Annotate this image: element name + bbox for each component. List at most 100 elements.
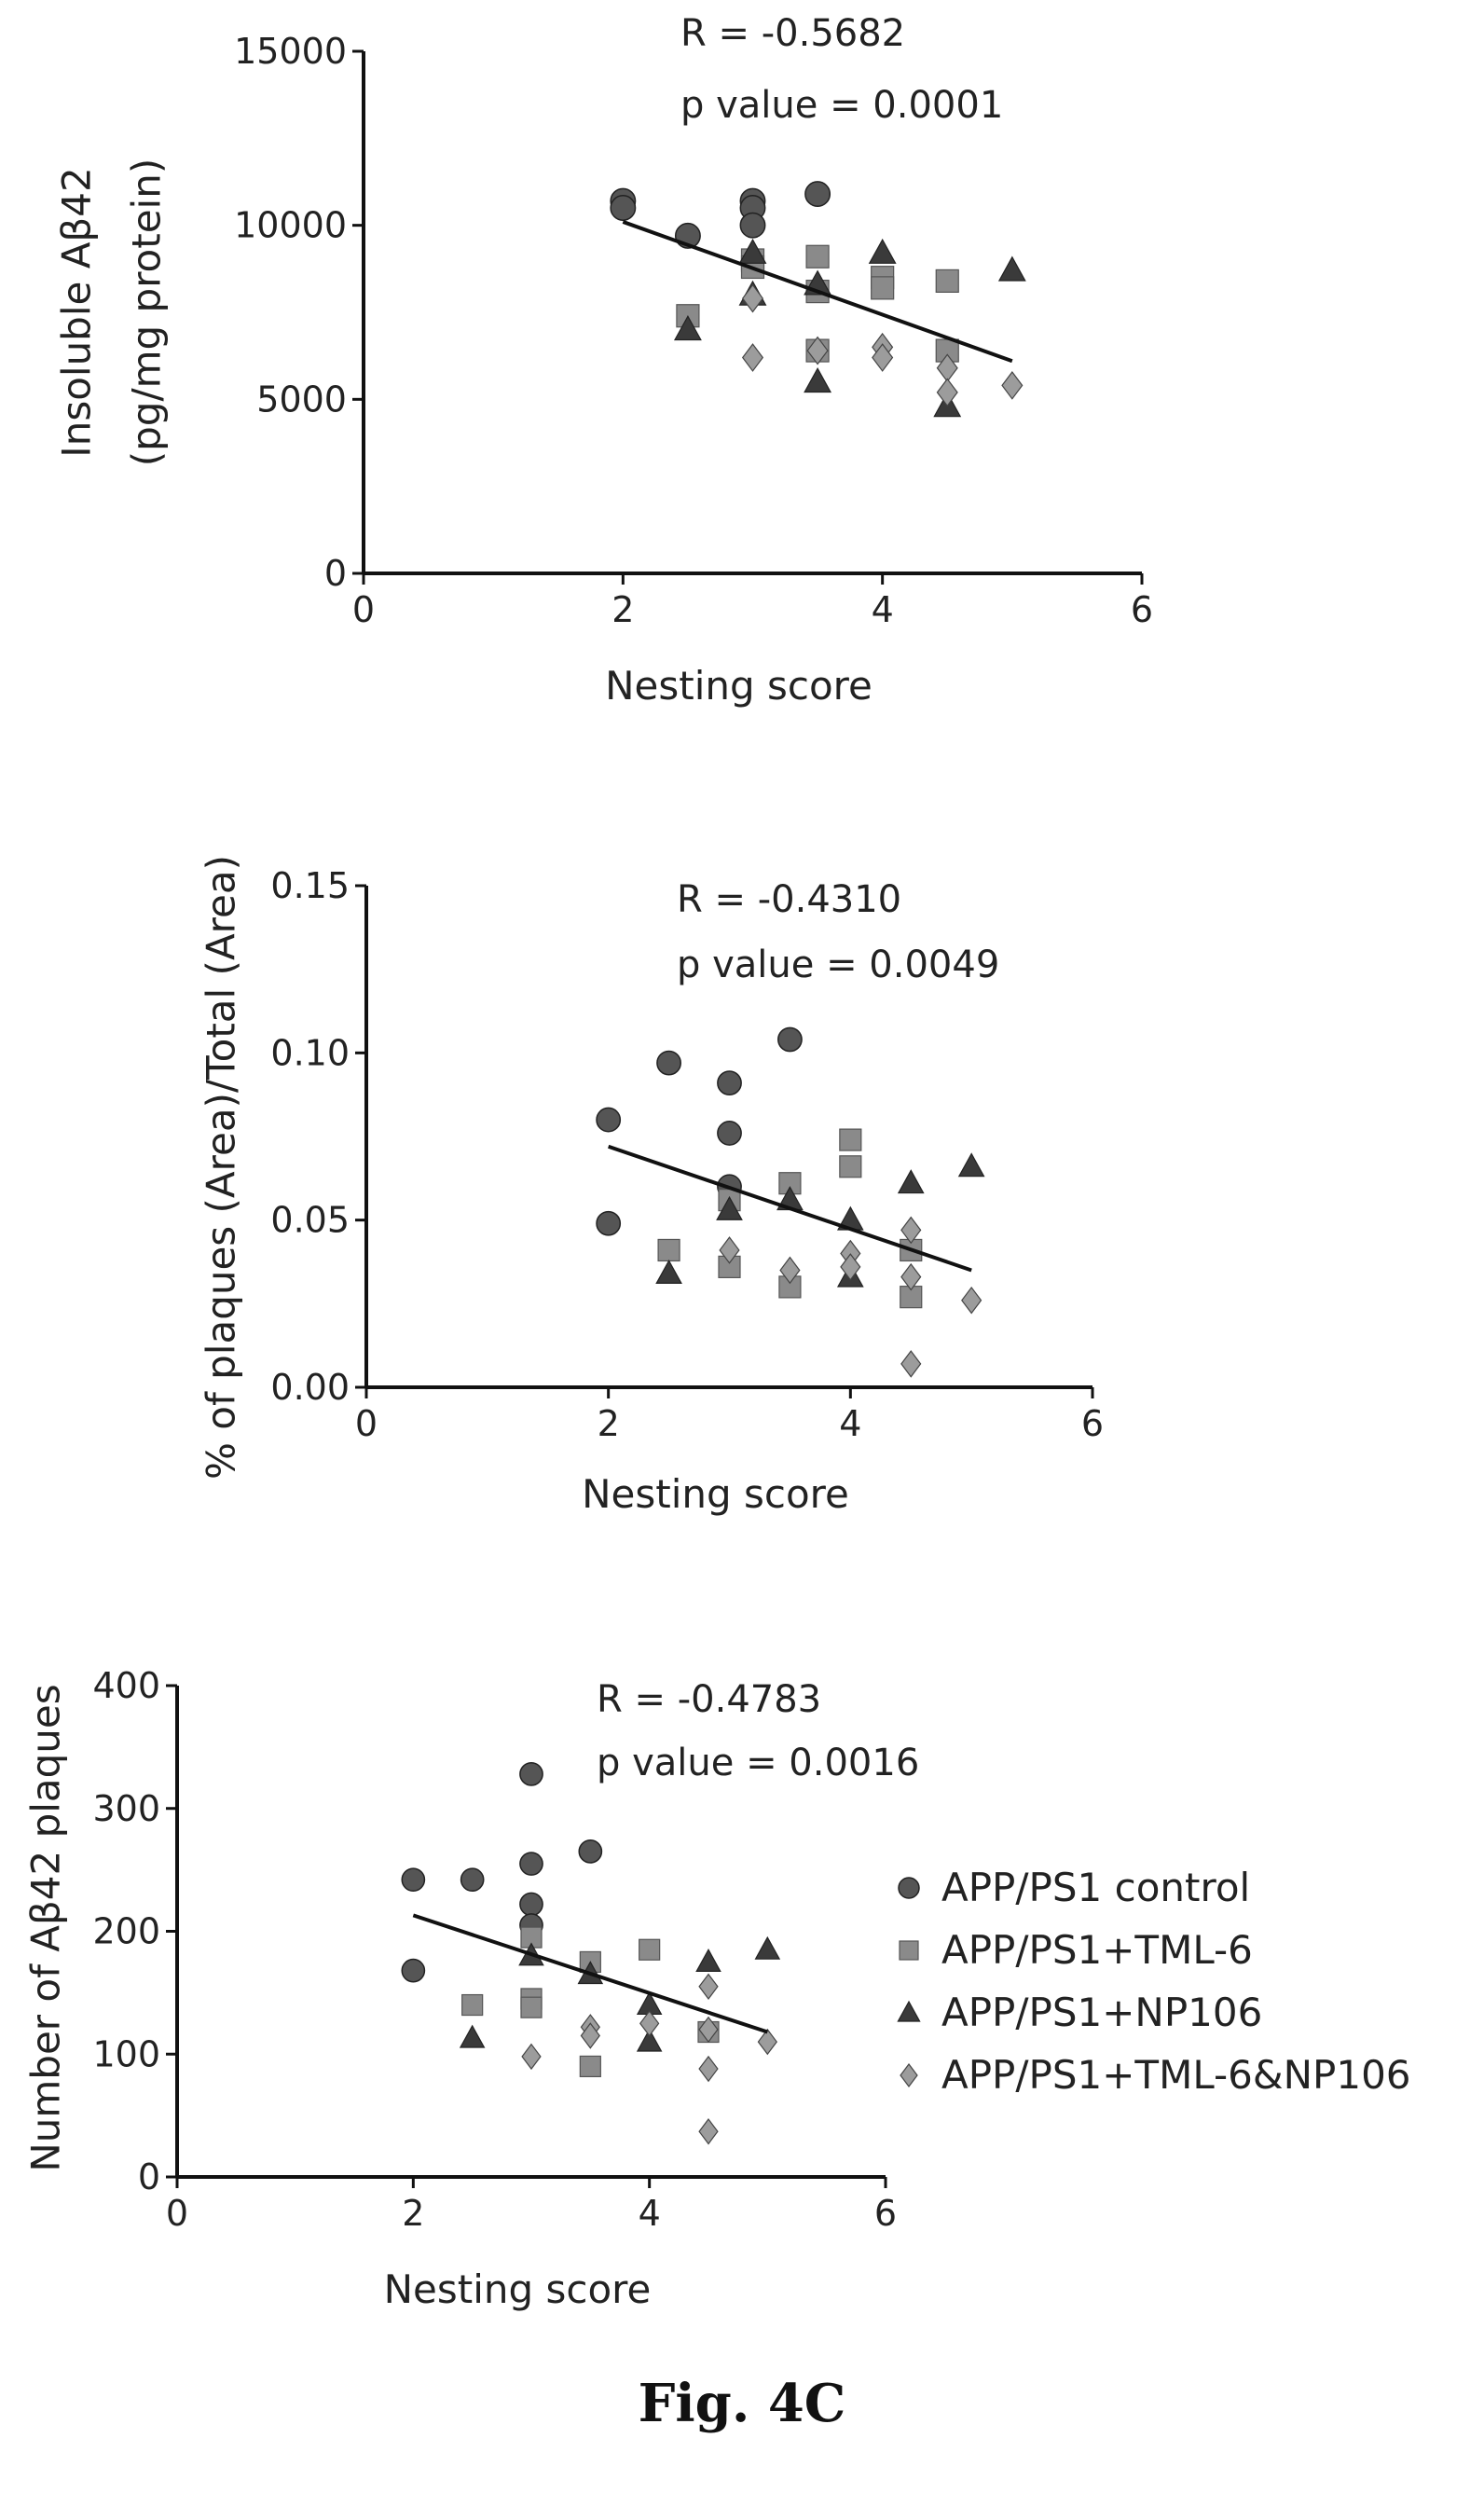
data-point-diamond bbox=[900, 1216, 922, 1245]
p-value-label: p value = 0.0016 bbox=[597, 1742, 919, 1784]
x-tick-label: 2 bbox=[402, 2193, 424, 2234]
data-point-triangle bbox=[754, 1935, 781, 1960]
x-tick-label: 6 bbox=[1081, 1403, 1104, 1444]
y-tick-label: 400 bbox=[92, 1665, 160, 1706]
data-point-diamond bbox=[872, 343, 894, 372]
y-tick-label: 200 bbox=[92, 1911, 160, 1952]
data-point-circle bbox=[460, 1867, 485, 1893]
data-point-square bbox=[657, 1238, 680, 1262]
x-tick-label: 0 bbox=[355, 1403, 378, 1444]
data-point-circle bbox=[717, 1121, 742, 1146]
data-point-square bbox=[871, 276, 895, 300]
data-point-diamond bbox=[698, 2118, 719, 2145]
y-tick-label: 100 bbox=[92, 2033, 160, 2074]
data-point-diamond bbox=[779, 1256, 801, 1285]
data-point-diamond bbox=[900, 1262, 922, 1291]
data-point-diamond bbox=[698, 2055, 719, 2083]
y-tick-label: 0 bbox=[324, 553, 347, 594]
data-point-square bbox=[461, 1993, 484, 2017]
data-point-circle bbox=[656, 1050, 681, 1076]
data-point-circle bbox=[401, 1867, 426, 1893]
data-point-square bbox=[839, 1128, 862, 1151]
data-point-diamond bbox=[719, 1236, 740, 1264]
data-point-square bbox=[639, 1938, 661, 1961]
data-point-diamond bbox=[806, 336, 829, 365]
data-point-square bbox=[520, 1996, 543, 2018]
data-point-diamond bbox=[698, 2016, 719, 2044]
x-axis-title: Nesting score bbox=[605, 663, 873, 709]
regression-line bbox=[622, 220, 1013, 364]
data-point-diamond bbox=[757, 2028, 777, 2056]
y-tick-label: 0.05 bbox=[270, 1200, 350, 1241]
y-axis-title: Number of Aβ42 plaques bbox=[23, 1684, 69, 2171]
regression-line bbox=[412, 1913, 768, 2034]
x-tick-label: 4 bbox=[639, 2193, 661, 2234]
legend-label: APP/PS1+TML-6&NP106 bbox=[941, 2052, 1411, 2098]
data-point-triangle bbox=[738, 238, 767, 264]
data-point-triangle bbox=[997, 255, 1026, 282]
regression-line bbox=[608, 1144, 972, 1273]
y-tick-label: 300 bbox=[92, 1788, 160, 1829]
legend-marker-circle bbox=[898, 1877, 920, 1899]
legend-label: APP/PS1+NP106 bbox=[941, 1990, 1262, 2035]
data-point-circle bbox=[739, 212, 766, 239]
data-point-square bbox=[579, 2055, 601, 2078]
data-point-circle bbox=[519, 1892, 543, 1917]
data-point-triangle bbox=[695, 1948, 721, 1972]
data-point-circle bbox=[717, 1070, 742, 1096]
data-point-triangle bbox=[673, 315, 702, 341]
data-point-circle bbox=[596, 1210, 622, 1236]
data-point-circle bbox=[610, 195, 637, 221]
data-point-triangle bbox=[716, 1195, 743, 1220]
scatter-panel-1: 0 5000 10000 15000 0 2 4 6 Nesting score Insolubl… bbox=[54, 12, 1154, 709]
data-point-circle bbox=[578, 1839, 603, 1864]
data-point-triangle bbox=[655, 1260, 682, 1285]
data-point-square bbox=[805, 244, 830, 269]
data-point-diamond bbox=[698, 1973, 719, 2000]
data-point-circle bbox=[804, 181, 831, 208]
y-tick-label: 0.10 bbox=[270, 1032, 350, 1073]
p-value-label: p value = 0.0049 bbox=[677, 943, 999, 986]
data-point-circle bbox=[401, 1958, 426, 1983]
data-point-diamond bbox=[1001, 370, 1024, 400]
x-tick-label: 6 bbox=[874, 2193, 897, 2234]
data-point-diamond bbox=[900, 1350, 922, 1378]
x-tick-label: 4 bbox=[839, 1403, 861, 1444]
correlation-r-label: R = -0.5682 bbox=[680, 12, 905, 55]
legend-marker-square bbox=[899, 1940, 919, 1961]
x-tick-label: 4 bbox=[872, 589, 894, 630]
scatter-panel-2: 0.00 0.05 0.10 0.15 0 2 4 6 Nesting score % of pl… bbox=[199, 855, 1105, 1517]
data-point-triangle bbox=[804, 367, 832, 393]
figure-caption: Fig. 4C bbox=[638, 2373, 846, 2434]
p-value-label: p value = 0.0001 bbox=[680, 84, 1003, 127]
x-tick-label: 6 bbox=[1131, 589, 1153, 630]
y-axis-title: Insoluble Aβ42 bbox=[54, 167, 100, 457]
x-axis-title: Nesting score bbox=[384, 2266, 652, 2312]
y-tick-label: 0 bbox=[138, 2156, 160, 2197]
data-point-circle bbox=[519, 1762, 543, 1786]
x-tick-label: 2 bbox=[598, 1403, 620, 1444]
data-point-triangle bbox=[957, 1152, 985, 1178]
x-tick-label: 2 bbox=[611, 589, 634, 630]
data-point-triangle bbox=[868, 238, 897, 264]
legend-marker-triangle bbox=[897, 2000, 921, 2022]
correlation-r-label: R = -0.4783 bbox=[597, 1678, 821, 1721]
y-tick-label: 5000 bbox=[256, 379, 347, 420]
data-point-diamond bbox=[840, 1253, 861, 1281]
data-point-square bbox=[839, 1155, 862, 1178]
legend-label: APP/PS1+TML-6 bbox=[941, 1927, 1253, 1973]
data-point-diamond bbox=[741, 343, 764, 372]
data-point-square bbox=[935, 269, 959, 293]
y-tick-label: 0.00 bbox=[270, 1367, 350, 1408]
data-point-triangle bbox=[897, 1169, 925, 1194]
data-point-triangle bbox=[459, 2024, 486, 2048]
data-point-circle bbox=[777, 1026, 803, 1053]
x-axis-title: Nesting score bbox=[582, 1471, 849, 1517]
data-point-circle bbox=[519, 1852, 543, 1876]
legend: APP/PS1 control APP/PS1+TML-6 APP/PS1+NP10… bbox=[897, 1865, 1411, 2098]
data-point-diamond bbox=[741, 283, 764, 313]
data-point-diamond bbox=[961, 1286, 982, 1315]
legend-marker-diamond bbox=[900, 2063, 918, 2087]
y-tick-label: 10000 bbox=[234, 205, 347, 246]
